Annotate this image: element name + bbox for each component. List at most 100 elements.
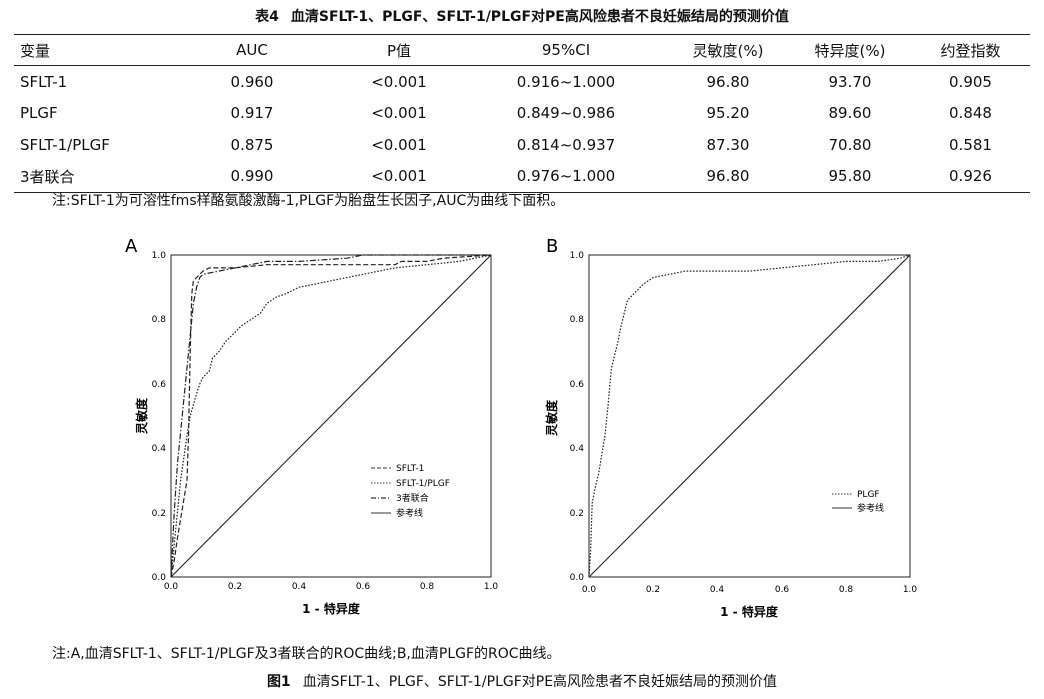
panel-label-a: A <box>125 236 138 257</box>
table-row: SFLT-1 0.960 <0.001 0.916~1.000 96.80 93… <box>14 66 1030 98</box>
plot-area-a <box>170 254 492 578</box>
y-tick-label: 0.2 <box>152 509 166 519</box>
y-tick-label: 0.4 <box>152 444 167 454</box>
figure-caption: 图1 血清SFLT-1、PLGF、SFLT-1/PLGF对PE高风险患者不良妊娠结… <box>0 671 1044 691</box>
roc-line-3 <box>170 254 491 578</box>
roc-line- <box>170 254 492 578</box>
x-tick-label: 0.8 <box>420 582 435 592</box>
header-variable: 变量 <box>14 34 171 66</box>
table-row: SFLT-1/PLGF 0.875 <0.001 0.814~0.937 87.… <box>14 129 1030 161</box>
roc-lines-a <box>170 254 492 578</box>
table-row: 3者联合 0.990 <0.001 0.976~1.000 96.80 95.8… <box>14 160 1030 193</box>
cell-sensitivity: 95.20 <box>706 104 750 123</box>
header-p-value: P值 <box>333 34 465 66</box>
header-youden: 约登指数 <box>911 34 1030 66</box>
cell-sensitivity: 96.80 <box>706 72 750 91</box>
roc-lines-b <box>588 254 911 578</box>
panel-label-b: B <box>546 236 558 257</box>
x-tick-label: 0.4 <box>292 582 307 592</box>
legend-label-reference: 参考线 <box>857 502 884 514</box>
y-tick-label: 0.0 <box>570 573 585 583</box>
cell-specificity: 89.60 <box>828 104 872 123</box>
cell-youden: 0.926 <box>911 160 1030 193</box>
cell-95ci: 0.814~0.937 <box>516 135 616 154</box>
table-header-row: 变量 AUC P值 95%CI 灵敏度(%) 特异度(%) 约登指数 <box>14 34 1030 66</box>
cell-95ci: 0.916~1.000 <box>516 72 616 91</box>
roc-line-sflt-1-plgf <box>170 254 492 578</box>
cell-specificity: 70.80 <box>828 135 872 154</box>
x-tick-label: 0.2 <box>228 582 242 592</box>
cell-youden: 0.848 <box>949 104 992 123</box>
header-95ci: 95%CI <box>465 34 667 66</box>
tick-labels-a: 0.0 0.2 0.4 0.6 0.8 1.0 0.0 0.2 0.4 0.6 … <box>152 251 499 592</box>
cell-p-value: <0.001 <box>371 104 427 123</box>
cell-sensitivity: 96.80 <box>667 160 789 193</box>
figure-caption-text: 血清SFLT-1、PLGF、SFLT-1/PLGF对PE高风险患者不良妊娠结局的… <box>302 674 778 690</box>
cell-specificity: 95.80 <box>789 160 911 193</box>
x-axis-label-b: 1 - 特异度 <box>720 604 779 619</box>
legend-label-sflt1: SFLT-1 <box>396 464 424 474</box>
cell-95ci: 0.849~0.986 <box>516 104 616 123</box>
header-sensitivity: 灵敏度(%) <box>667 34 789 66</box>
cell-95ci: 0.976~1.000 <box>465 160 667 193</box>
y-tick-label: 0.0 <box>152 573 167 583</box>
x-tick-label: 0.6 <box>775 585 790 595</box>
y-tick-label: 0.4 <box>570 444 585 454</box>
legend-a: SFLT-1 SFLT-1/PLGF 3者联合 参考线 <box>371 464 450 519</box>
cell-variable: SFLT-1/PLGF <box>20 135 110 154</box>
table-title: 表4 血清SFLT-1、PLGF、SFLT-1/PLGF对PE高风险患者不良妊娠结… <box>0 6 1044 26</box>
x-tick-label: 0.8 <box>839 585 854 595</box>
results-table: 变量 AUC P值 95%CI 灵敏度(%) 特异度(%) 约登指数 SFLT-… <box>14 34 1030 193</box>
legend-label-combined: 3者联合 <box>396 492 429 504</box>
y-tick-label: 1.0 <box>570 251 585 261</box>
y-tick-label: 0.8 <box>570 315 585 325</box>
figure-label: 图1 <box>266 674 291 690</box>
header-auc: AUC <box>171 34 333 66</box>
cell-auc: 0.917 <box>230 104 274 123</box>
legend-label-ratio: SFLT-1/PLGF <box>396 479 450 489</box>
legend-b: PLGF 参考线 <box>832 490 884 514</box>
cell-youden: 0.581 <box>949 135 992 154</box>
cell-p-value: <0.001 <box>371 72 427 91</box>
cell-youden: 0.905 <box>949 72 992 91</box>
cell-specificity: 93.70 <box>828 72 872 91</box>
y-tick-label: 0.6 <box>570 380 585 390</box>
plot-area-b <box>588 254 911 578</box>
table-note: 注:SFLT-1为可溶性fms样酪氨酸激酶-1,PLGF为胎盘生长因子,AUC为… <box>52 193 565 209</box>
table-title-text: 血清SFLT-1、PLGF、SFLT-1/PLGF对PE高风险患者不良妊娠结局的… <box>290 9 789 25</box>
x-axis-label-a: 1 - 特异度 <box>302 601 361 616</box>
roc-figure: A 0.0 0.2 0.4 0.6 0.8 1.0 0.0 0.2 0.4 0.… <box>125 236 917 619</box>
roc-line-sflt-1 <box>170 254 492 578</box>
table-label: 表4 <box>255 9 279 25</box>
y-tick-label: 0.8 <box>152 315 167 325</box>
roc-line- <box>588 254 911 578</box>
table-row: PLGF 0.917 <0.001 0.849~0.986 95.20 89.6… <box>14 98 1030 130</box>
x-tick-label: 0.6 <box>356 582 371 592</box>
tick-labels-b: 0.0 0.2 0.4 0.6 0.8 1.0 0.0 0.2 0.4 0.6 … <box>570 251 918 595</box>
x-tick-label: 1.0 <box>903 585 918 595</box>
cell-auc: 0.960 <box>230 72 274 91</box>
cell-variable: PLGF <box>20 104 58 123</box>
y-tick-label: 0.6 <box>152 380 167 390</box>
roc-panel-a: A 0.0 0.2 0.4 0.6 0.8 1.0 0.0 0.2 0.4 0.… <box>125 236 498 616</box>
y-tick-label: 0.2 <box>570 509 584 519</box>
x-tick-label: 0.2 <box>646 585 660 595</box>
y-axis-label-b: 灵敏度 <box>544 399 559 436</box>
y-tick-label: 1.0 <box>152 251 167 261</box>
y-axis-label-a: 灵敏度 <box>134 397 149 434</box>
header-specificity: 特异度(%) <box>789 34 911 66</box>
x-tick-label: 0.0 <box>582 585 597 595</box>
legend-label-reference: 参考线 <box>396 507 423 519</box>
cell-auc: 0.990 <box>171 160 333 193</box>
cell-sensitivity: 87.30 <box>706 135 750 154</box>
figure-note: 注:A,血清SFLT-1、SFLT-1/PLGF及3者联合的ROC曲线;B,血清… <box>52 646 561 662</box>
legend-label-plgf: PLGF <box>857 490 880 500</box>
cell-auc: 0.875 <box>230 135 274 154</box>
roc-line-plgf <box>588 254 911 578</box>
cell-variable: 3者联合 <box>14 160 171 193</box>
x-tick-label: 1.0 <box>484 582 499 592</box>
roc-panel-b: B 0.0 0.2 0.4 0.6 0.8 1.0 0.0 0.2 0.4 0.… <box>544 236 917 619</box>
cell-variable: SFLT-1 <box>20 72 68 91</box>
x-tick-label: 0.4 <box>710 585 725 595</box>
cell-p-value: <0.001 <box>371 135 427 154</box>
